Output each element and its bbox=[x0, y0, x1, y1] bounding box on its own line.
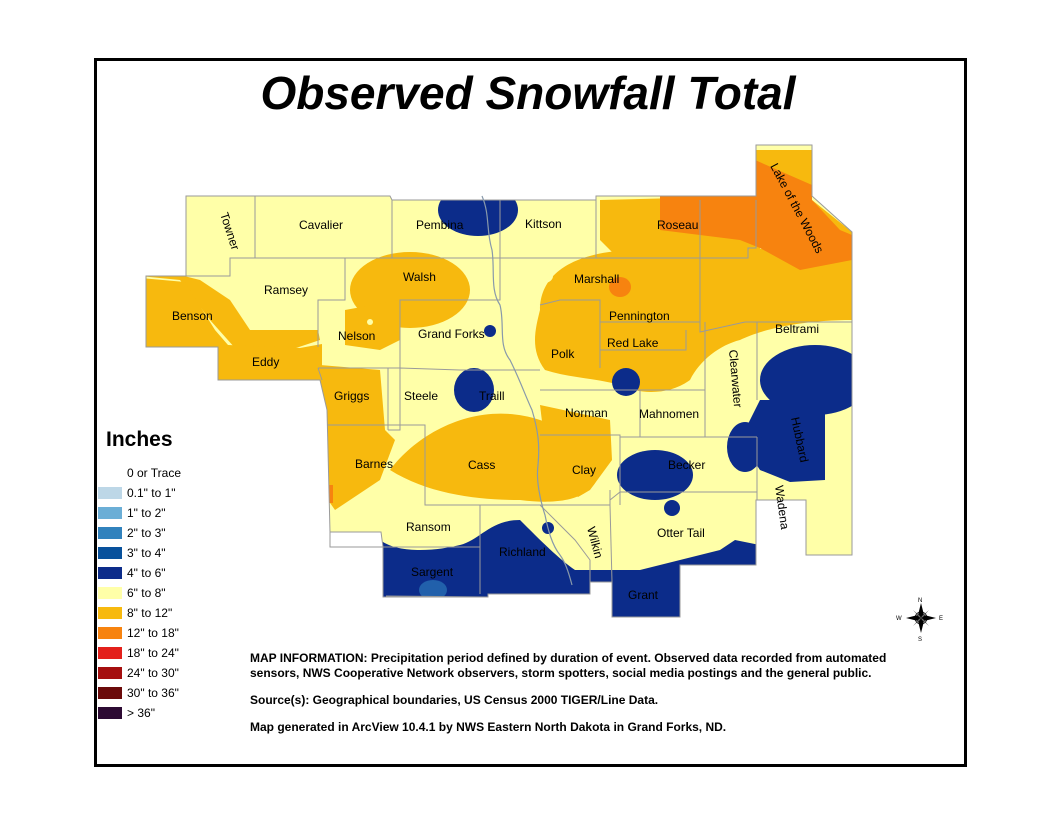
legend-swatch bbox=[98, 507, 122, 519]
county-label: Marshall bbox=[574, 272, 619, 286]
legend-item: 24" to 30" bbox=[98, 663, 181, 683]
legend-item: 6" to 8" bbox=[98, 583, 181, 603]
legend-label: 18" to 24" bbox=[127, 646, 179, 660]
county-label: Benson bbox=[172, 309, 213, 323]
legend-label: 4" to 6" bbox=[127, 566, 166, 580]
legend-label: 8" to 12" bbox=[127, 606, 173, 620]
county-label: Traill bbox=[479, 389, 505, 403]
legend-item: 3" to 4" bbox=[98, 543, 181, 563]
legend-swatch bbox=[98, 667, 122, 679]
county-label: Walsh bbox=[403, 270, 436, 284]
county-label: Beltrami bbox=[775, 322, 819, 336]
county-label: Mahnomen bbox=[639, 407, 699, 421]
legend-label: 0.1" to 1" bbox=[127, 486, 176, 500]
county-label: Kittson bbox=[525, 217, 562, 231]
county-label: Griggs bbox=[334, 389, 369, 403]
legend-item: 18" to 24" bbox=[98, 643, 181, 663]
legend-item: 30" to 36" bbox=[98, 683, 181, 703]
legend-item: > 36" bbox=[98, 703, 181, 723]
legend-swatch bbox=[98, 587, 122, 599]
legend-label: 3" to 4" bbox=[127, 546, 166, 560]
county-label: Pennington bbox=[609, 309, 670, 323]
snowfall-shading bbox=[146, 145, 852, 617]
county-label: Pembina bbox=[416, 218, 464, 232]
legend-swatch bbox=[98, 607, 122, 619]
legend-item: 12" to 18" bbox=[98, 623, 181, 643]
legend-label: 30" to 36" bbox=[127, 686, 179, 700]
county-label: Ransom bbox=[406, 520, 451, 534]
sources-text: Source(s): Geographical boundaries, US C… bbox=[250, 693, 659, 707]
county-label: Nelson bbox=[338, 329, 375, 343]
legend-swatch bbox=[98, 707, 122, 719]
legend-label: 6" to 8" bbox=[127, 586, 166, 600]
map-title: Observed Snowfall Total bbox=[260, 67, 796, 119]
legend-swatch bbox=[98, 647, 122, 659]
county-boundaries bbox=[145, 144, 853, 618]
compass-s: S bbox=[918, 637, 922, 642]
county-label: Grand Forks bbox=[418, 327, 485, 341]
compass-e: E bbox=[939, 616, 943, 622]
legend-label: 24" to 30" bbox=[127, 666, 179, 680]
county-label: Roseau bbox=[657, 218, 698, 232]
county-label: Red Lake bbox=[607, 336, 659, 350]
legend-item: 8" to 12" bbox=[98, 603, 181, 623]
county-label: Barnes bbox=[355, 457, 393, 471]
county-label: Polk bbox=[551, 347, 575, 361]
county-label: Norman bbox=[565, 406, 608, 420]
county-label: Ramsey bbox=[264, 283, 308, 297]
legend-label: > 36" bbox=[127, 706, 155, 720]
legend-item: 4" to 6" bbox=[98, 563, 181, 583]
county-label: Otter Tail bbox=[657, 526, 705, 540]
legend-swatch bbox=[98, 487, 122, 499]
legend-swatch bbox=[98, 547, 122, 559]
generated-text: Map generated in ArcView 10.4.1 by NWS E… bbox=[250, 720, 727, 734]
county-label: Clearwater bbox=[726, 349, 745, 408]
legend-item: 1" to 2" bbox=[98, 503, 181, 523]
county-label: Sargent bbox=[411, 565, 454, 579]
compass-n: N bbox=[918, 598, 922, 604]
compass-w: W bbox=[896, 616, 902, 622]
county-labels: Towner Cavalier Pembina Kittson Roseau L… bbox=[172, 161, 827, 602]
county-label: Cavalier bbox=[299, 218, 343, 232]
legend-label: 12" to 18" bbox=[127, 626, 179, 640]
legend-label: 2" to 3" bbox=[127, 526, 166, 540]
legend-label: 1" to 2" bbox=[127, 506, 166, 520]
county-label: Becker bbox=[668, 458, 705, 472]
legend-swatch bbox=[98, 527, 122, 539]
legend-item: 0 or Trace bbox=[98, 463, 181, 483]
legend-title: Inches bbox=[106, 428, 173, 451]
county-label: Cass bbox=[468, 458, 495, 472]
legend: 0 or Trace 0.1" to 1" 1" to 2" 2" to 3" … bbox=[98, 463, 181, 723]
legend-item: 0.1" to 1" bbox=[98, 483, 181, 503]
legend-swatch bbox=[98, 467, 122, 479]
map-information: MAP INFORMATION: Precipitation period de… bbox=[250, 651, 890, 747]
map-information-text: MAP INFORMATION: Precipitation period de… bbox=[250, 651, 887, 680]
legend-swatch bbox=[98, 687, 122, 699]
county-label: Clay bbox=[572, 463, 596, 477]
legend-item: 2" to 3" bbox=[98, 523, 181, 543]
red-river bbox=[481, 195, 573, 586]
county-label: Steele bbox=[404, 389, 438, 403]
legend-swatch bbox=[98, 627, 122, 639]
county-label: Eddy bbox=[252, 355, 279, 369]
legend-label: 0 or Trace bbox=[127, 466, 182, 480]
county-label: Richland bbox=[499, 545, 546, 559]
compass-rose-icon: N S E W bbox=[896, 598, 943, 642]
legend-swatch bbox=[98, 567, 122, 579]
county-label: Grant bbox=[628, 588, 659, 602]
county-label: Wadena bbox=[772, 484, 792, 530]
